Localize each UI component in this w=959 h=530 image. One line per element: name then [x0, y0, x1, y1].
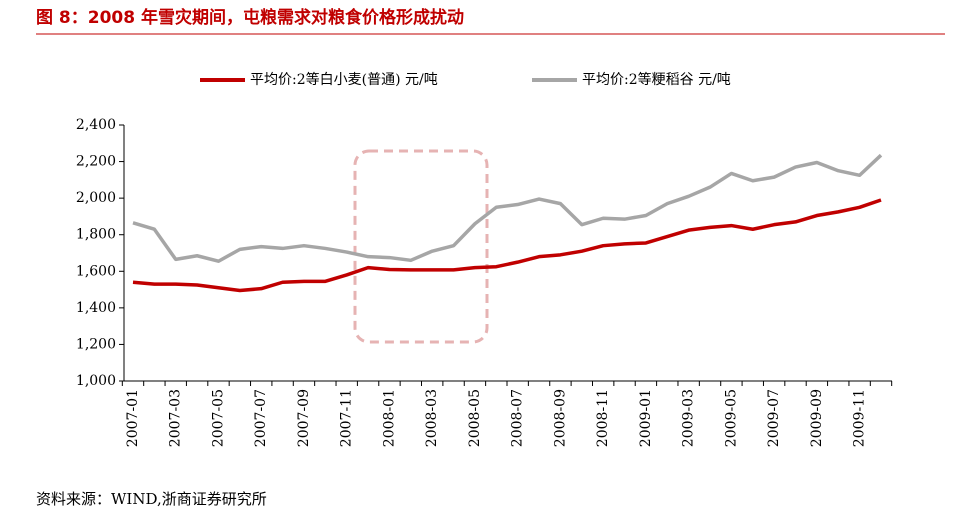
series-line [132, 198, 882, 293]
x-tick-label: 2007-01 [125, 389, 141, 447]
chart-title: 图 8：2008 年雪灾期间，屯粮需求对粮食价格形成扰动 [36, 7, 464, 28]
x-tick-label: 2009-05 [723, 389, 739, 447]
source: 资料来源：WIND,浙商证券研究所 [36, 490, 267, 508]
x-tick-label: 2009-01 [638, 389, 654, 447]
x-tick-label: 2008-05 [467, 389, 483, 447]
x-tick-label: 2009-11 [852, 389, 868, 447]
legend-label: 平均价:2等粳稻谷 元/吨 [582, 71, 731, 88]
highlight-box [353, 149, 489, 344]
y-tick-label: 2,400 [76, 117, 116, 133]
x-tick-label: 2009-07 [766, 389, 782, 447]
y-tick-label: 1,400 [76, 300, 116, 316]
series-line [132, 153, 883, 263]
x-tick-label: 2008-03 [424, 389, 440, 447]
y-tick-label: 1,800 [76, 227, 116, 243]
y-tick-label: 1,000 [76, 373, 116, 389]
x-tick-label: 2008-01 [381, 389, 397, 447]
x-tick-label: 2009-09 [809, 389, 825, 447]
x-tick-label: 2008-11 [595, 389, 611, 447]
y-tick-label: 2,200 [76, 154, 116, 170]
x-tick-label: 2008-09 [552, 389, 568, 447]
y-tick-label: 2,000 [76, 190, 116, 206]
y-tick-label: 1,200 [76, 336, 116, 352]
x-tick-label: 2009-03 [681, 389, 697, 447]
y-tick-label: 1,600 [76, 263, 116, 279]
x-tick-label: 2007-09 [296, 389, 312, 447]
x-tick-label: 2007-11 [339, 389, 355, 447]
x-tick-label: 2008-07 [510, 389, 526, 447]
x-tick-label: 2007-07 [253, 389, 269, 447]
x-tick-label: 2007-03 [168, 389, 184, 447]
x-tick-label: 2007-05 [210, 389, 226, 447]
legend-label: 平均价:2等白小麦(普通) 元/吨 [250, 71, 438, 88]
